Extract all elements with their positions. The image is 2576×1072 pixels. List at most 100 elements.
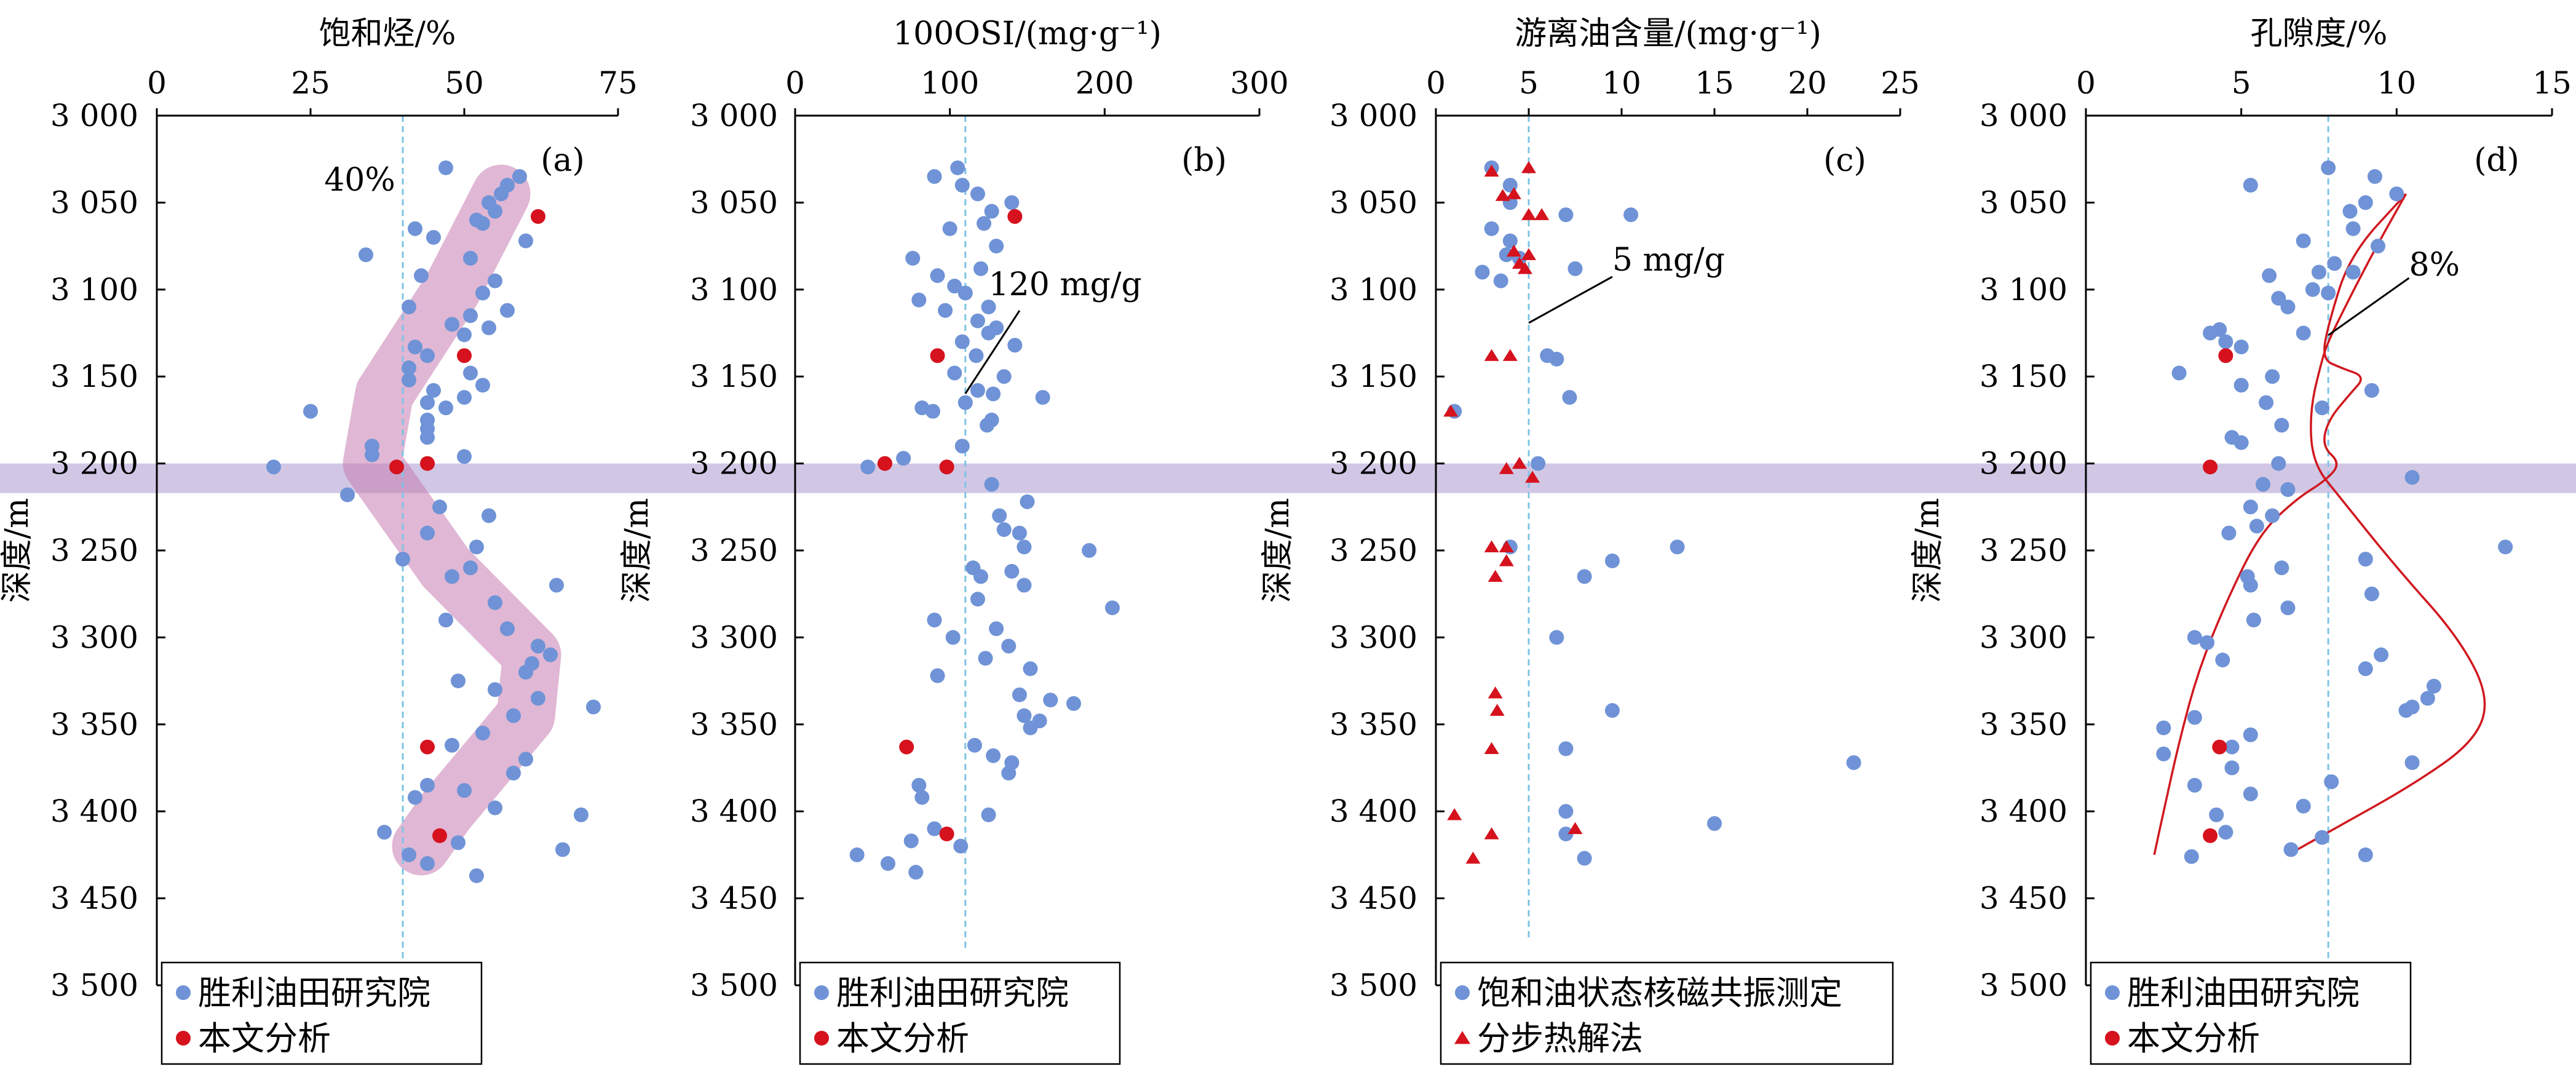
data-point bbox=[518, 233, 533, 248]
legend-entry: 本文分析 bbox=[836, 1019, 969, 1058]
data-point bbox=[549, 578, 564, 593]
data-point bbox=[2358, 195, 2373, 210]
legend-marker bbox=[814, 1031, 829, 1046]
legend-entry: 本文分析 bbox=[198, 1019, 331, 1058]
data-point bbox=[914, 400, 930, 416]
data-point bbox=[2280, 482, 2296, 498]
data-point bbox=[2200, 635, 2215, 650]
data-point bbox=[1562, 390, 1577, 405]
data-point bbox=[2224, 760, 2240, 776]
data-point bbox=[2404, 470, 2420, 485]
data-point bbox=[1493, 273, 1508, 288]
data-point bbox=[1104, 600, 1120, 616]
x-tick-label: 100 bbox=[921, 65, 979, 101]
data-point bbox=[977, 216, 992, 231]
data-point bbox=[939, 459, 954, 475]
data-point bbox=[543, 647, 558, 662]
data-point bbox=[1567, 261, 1583, 276]
data-point bbox=[1558, 207, 1574, 223]
y-tick-label: 3 350 bbox=[50, 707, 138, 742]
data-point bbox=[2259, 395, 2274, 410]
y-tick-label: 3 250 bbox=[690, 533, 778, 568]
data-point bbox=[2209, 807, 2224, 822]
series-secondary bbox=[389, 209, 545, 843]
legend-marker bbox=[814, 985, 829, 1000]
data-point bbox=[2187, 630, 2202, 645]
y-tick-label: 3 200 bbox=[1980, 446, 2067, 482]
leader-line bbox=[964, 310, 1021, 394]
data-point bbox=[950, 160, 965, 175]
data-point bbox=[512, 169, 527, 184]
data-point bbox=[408, 790, 422, 805]
data-point bbox=[945, 630, 961, 645]
data-point bbox=[896, 451, 911, 466]
data-point bbox=[973, 569, 988, 584]
data-point bbox=[2398, 703, 2414, 718]
threshold-label: 8% bbox=[2409, 247, 2460, 284]
data-point bbox=[1499, 554, 1514, 566]
legend-marker bbox=[176, 985, 191, 1000]
legend-entry: 分步热解法 bbox=[1477, 1019, 1643, 1058]
data-point bbox=[947, 279, 962, 294]
data-point bbox=[475, 285, 490, 301]
data-point bbox=[432, 499, 447, 515]
data-point bbox=[1007, 338, 1023, 353]
y-tick-label: 3 350 bbox=[1980, 707, 2067, 742]
y-tick-label: 3 200 bbox=[690, 446, 778, 482]
x-tick-label: 0 bbox=[1426, 65, 1446, 101]
data-point bbox=[849, 847, 865, 862]
data-point bbox=[426, 229, 441, 245]
data-point bbox=[2243, 727, 2258, 742]
x-tick-label: 15 bbox=[2532, 65, 2572, 101]
legend-marker bbox=[2105, 1031, 2120, 1046]
data-point bbox=[1549, 351, 1564, 367]
data-point bbox=[996, 369, 1012, 384]
y-tick-label: 3 100 bbox=[1330, 272, 1417, 308]
y-tick-label: 3 450 bbox=[690, 881, 778, 916]
data-point bbox=[2283, 842, 2299, 857]
data-point bbox=[303, 403, 318, 419]
boundary-curve-right bbox=[2287, 193, 2486, 856]
legend-entry: 胜利油田研究院 bbox=[2127, 974, 2360, 1012]
data-point bbox=[927, 821, 942, 836]
data-point bbox=[438, 613, 453, 628]
data-point bbox=[2271, 290, 2286, 306]
data-point bbox=[967, 737, 982, 753]
data-point bbox=[954, 439, 970, 454]
data-point bbox=[2246, 613, 2261, 628]
data-point bbox=[420, 430, 435, 445]
data-point bbox=[911, 292, 927, 308]
y-tick-label: 3 500 bbox=[1980, 967, 2067, 1003]
data-point bbox=[475, 725, 490, 740]
data-point bbox=[984, 204, 999, 219]
y-tick-label: 3 200 bbox=[50, 446, 138, 482]
data-point bbox=[488, 204, 502, 219]
data-point bbox=[981, 300, 996, 315]
data-point bbox=[2249, 518, 2264, 534]
legend-entry: 胜利油田研究院 bbox=[198, 974, 430, 1012]
data-point bbox=[930, 668, 945, 683]
data-point bbox=[1502, 233, 1518, 248]
data-point bbox=[1484, 742, 1499, 755]
data-point bbox=[1020, 494, 1035, 509]
data-point bbox=[1484, 540, 1499, 552]
data-point bbox=[506, 708, 521, 723]
data-point bbox=[2203, 459, 2218, 475]
data-point bbox=[420, 395, 435, 410]
data-point bbox=[1017, 578, 1032, 593]
data-point bbox=[475, 378, 490, 393]
y-tick-label: 3 300 bbox=[1980, 619, 2067, 655]
y-tick-label: 3 050 bbox=[50, 185, 138, 220]
data-point bbox=[2218, 348, 2233, 363]
data-point bbox=[986, 386, 1001, 402]
x-tick-label: 25 bbox=[1880, 65, 1920, 101]
y-tick-label: 3 200 bbox=[1330, 446, 1417, 482]
data-point bbox=[2327, 256, 2342, 271]
data-point bbox=[2271, 456, 2286, 471]
y-tick-label: 3 300 bbox=[1330, 619, 1417, 655]
data-point bbox=[482, 320, 496, 336]
x-axis-title: 孔隙度/% bbox=[2251, 15, 2388, 52]
data-point bbox=[984, 477, 999, 492]
x-tick-label: 0 bbox=[147, 65, 167, 101]
data-point bbox=[2203, 325, 2218, 341]
